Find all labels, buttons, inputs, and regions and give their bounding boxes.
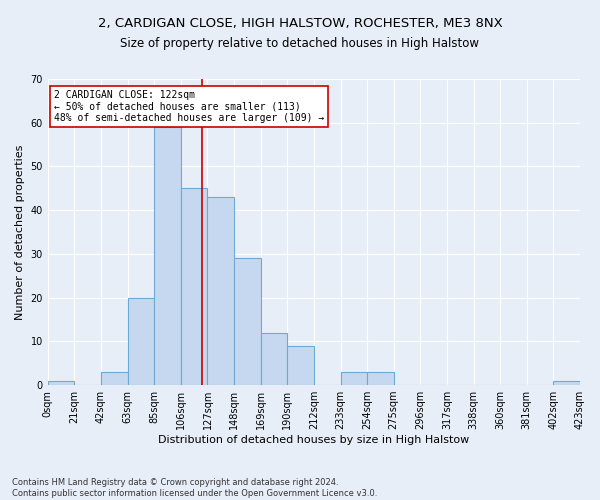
Bar (154, 127, 181, 385)
Bar (48, 380, 74, 385)
Bar (101, 372, 128, 385)
Bar (260, 332, 287, 385)
Bar (208, 197, 234, 385)
Bar (287, 346, 314, 385)
Bar (181, 188, 208, 385)
Text: Contains HM Land Registry data © Crown copyright and database right 2024.
Contai: Contains HM Land Registry data © Crown c… (12, 478, 377, 498)
Bar (341, 372, 367, 385)
Text: Size of property relative to detached houses in High Halstow: Size of property relative to detached ho… (121, 38, 479, 51)
Text: 2 CARDIGAN CLOSE: 122sqm
← 50% of detached houses are smaller (113)
48% of semi-: 2 CARDIGAN CLOSE: 122sqm ← 50% of detach… (54, 90, 325, 123)
Bar (553, 380, 580, 385)
Bar (234, 258, 260, 385)
X-axis label: Distribution of detached houses by size in High Halstow: Distribution of detached houses by size … (158, 435, 470, 445)
Bar (367, 372, 394, 385)
Text: 2, CARDIGAN CLOSE, HIGH HALSTOW, ROCHESTER, ME3 8NX: 2, CARDIGAN CLOSE, HIGH HALSTOW, ROCHEST… (98, 18, 502, 30)
Y-axis label: Number of detached properties: Number of detached properties (15, 144, 25, 320)
Bar (128, 298, 154, 385)
